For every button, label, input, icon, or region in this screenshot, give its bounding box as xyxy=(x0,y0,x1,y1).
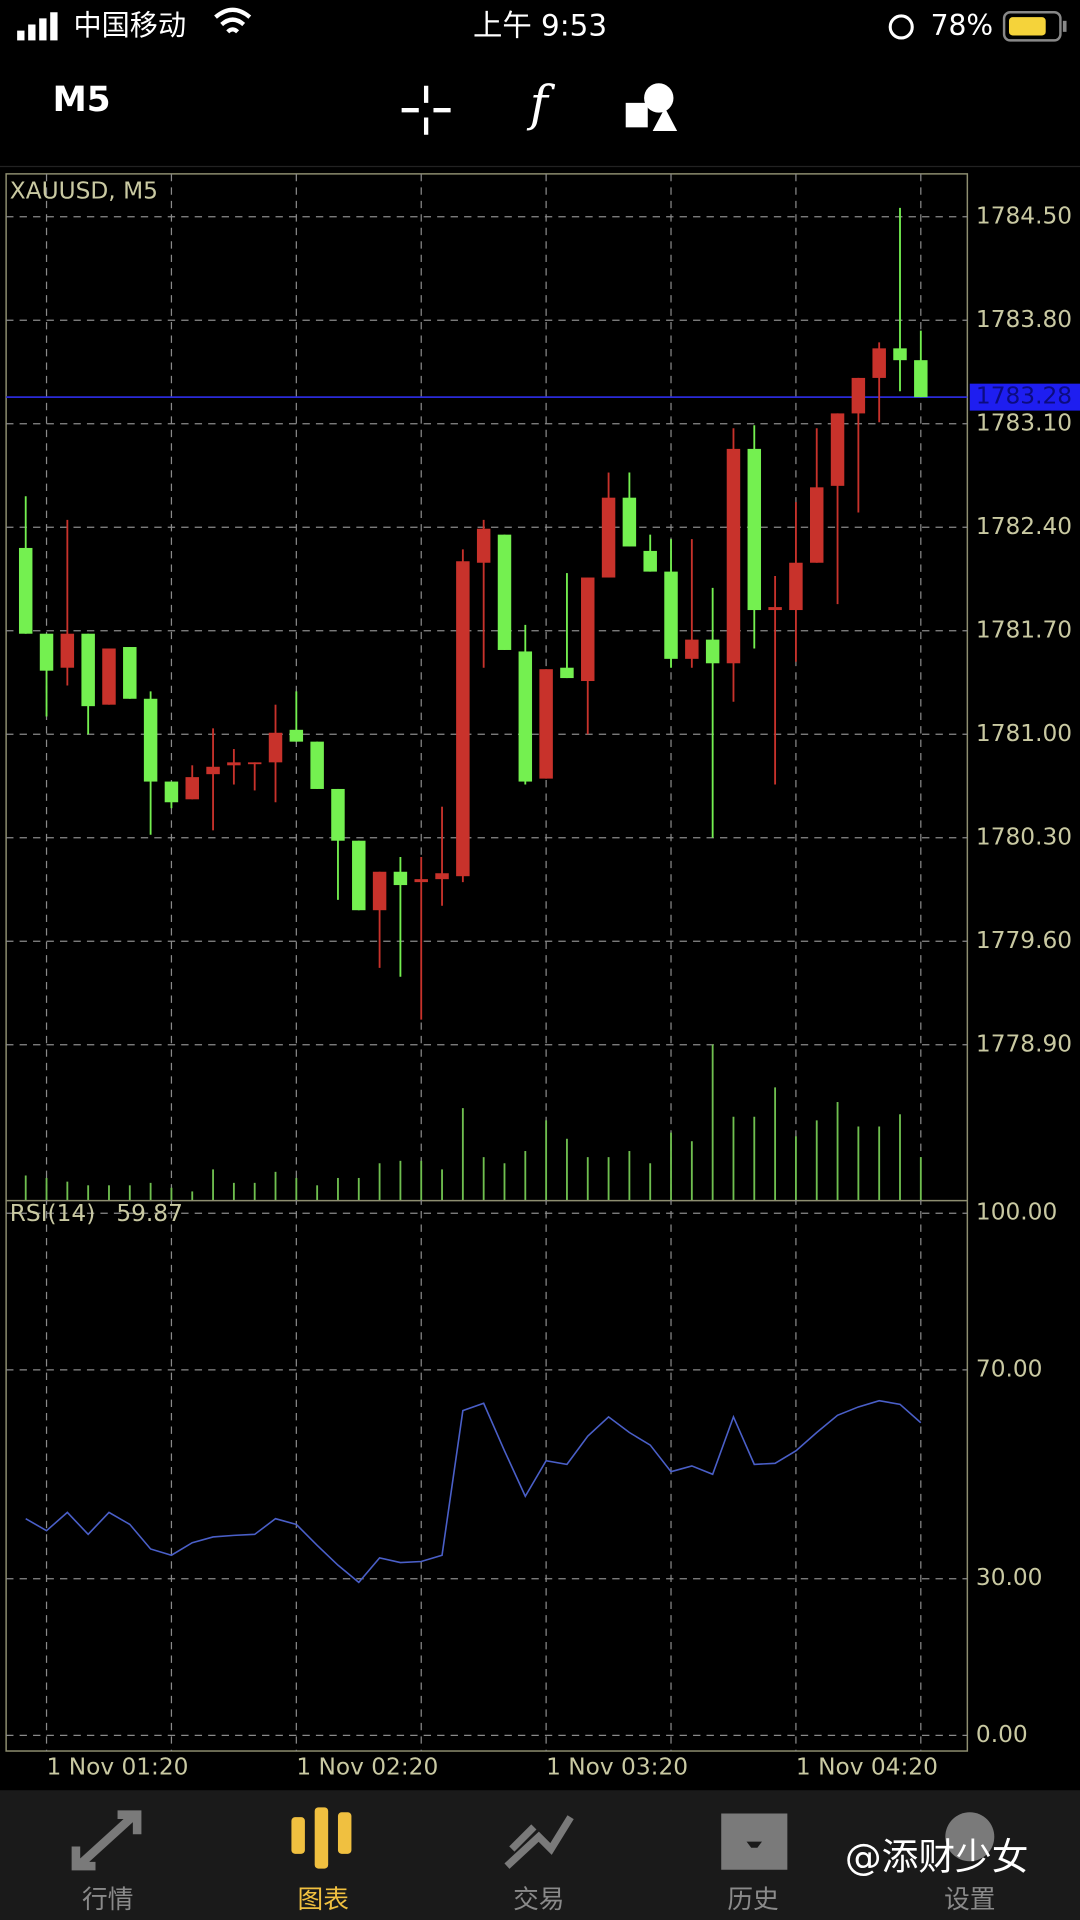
objects-button[interactable] xyxy=(625,83,678,132)
tab-icon-trade xyxy=(504,1815,574,1869)
tab-icon-quotes xyxy=(71,1810,142,1871)
rsi-tick-label: 0.00 xyxy=(976,1721,1028,1748)
candle-body xyxy=(414,879,428,883)
candle-body xyxy=(685,639,699,659)
candle-body xyxy=(227,762,241,766)
chart-frame xyxy=(5,173,969,1752)
crosshair-button[interactable] xyxy=(401,85,451,135)
candle-body xyxy=(518,651,533,782)
candle-body xyxy=(352,840,366,911)
y-tick-label: 1784.50 xyxy=(976,202,1072,229)
candle-body xyxy=(872,348,886,378)
candle-body xyxy=(247,762,262,765)
rsi-value: 59.87 xyxy=(116,1200,183,1227)
candle-body xyxy=(747,448,762,611)
candle-body xyxy=(893,348,907,361)
chart-title: XAUUSD, M5 xyxy=(10,178,158,205)
current-price-label: 1783.28 xyxy=(976,383,1072,410)
y-tick-label: 1781.00 xyxy=(976,720,1072,747)
candle-body xyxy=(560,667,574,679)
watermark: @添财少女 xyxy=(845,1835,1029,1878)
current-price-badge xyxy=(969,383,1080,411)
candle-body xyxy=(914,360,928,398)
tab-label[interactable]: 历史 xyxy=(727,1885,778,1915)
candle-body xyxy=(268,732,283,763)
candle-body xyxy=(643,550,657,572)
signal-icon xyxy=(17,12,58,41)
candle-body xyxy=(476,528,491,563)
tab-label[interactable]: 设置 xyxy=(944,1885,995,1915)
tab-label[interactable]: 交易 xyxy=(513,1885,564,1915)
candle-body xyxy=(664,571,678,659)
candle-body xyxy=(435,873,449,880)
rsi-tick-label: 70.00 xyxy=(976,1355,1043,1382)
rsi-line xyxy=(25,1399,922,1584)
candle-body xyxy=(456,561,470,877)
lock-icon xyxy=(888,14,914,40)
candle-body xyxy=(622,497,637,547)
candle-body xyxy=(60,633,75,668)
y-tick-label: 1783.80 xyxy=(976,306,1072,333)
tab-icon-history xyxy=(721,1813,788,1870)
candle-body xyxy=(581,577,595,682)
y-tick-label: 1778.90 xyxy=(976,1030,1072,1057)
candle-body xyxy=(81,633,95,707)
candle-body xyxy=(539,669,553,779)
tab-icon-settings xyxy=(945,1812,995,1862)
candle-body xyxy=(393,871,408,886)
candle-body xyxy=(830,413,845,486)
candle-body xyxy=(331,788,345,841)
timeframe[interactable]: M5 xyxy=(53,80,111,120)
y-tick-label: 1779.60 xyxy=(976,927,1072,954)
tab-label[interactable]: 行情 xyxy=(82,1885,133,1915)
rsi-name: RSI(14) xyxy=(10,1200,95,1227)
candle-body xyxy=(372,871,387,911)
rsi-tick-label: 100.00 xyxy=(976,1199,1057,1226)
candle-body xyxy=(289,729,304,742)
candle-body xyxy=(851,377,866,414)
candle-body xyxy=(206,766,220,775)
carrier: 中国移动 xyxy=(73,9,186,42)
candle-body xyxy=(164,781,179,803)
wifi-icon xyxy=(214,7,252,34)
tab-bar xyxy=(0,1790,1080,1920)
candle-body xyxy=(726,448,741,664)
battery-icon xyxy=(1002,11,1067,42)
y-tick-label: 1783.10 xyxy=(976,409,1072,436)
y-tick-label: 1780.30 xyxy=(976,823,1072,850)
tab-label[interactable]: 图表 xyxy=(298,1885,349,1915)
candle-body xyxy=(497,534,512,650)
x-tick-label: 1 Nov 04:20 xyxy=(796,1754,938,1781)
candle-body xyxy=(310,741,324,789)
rsi-tick-label: 30.00 xyxy=(976,1564,1043,1591)
clock: 上午 9:53 xyxy=(473,8,607,42)
x-tick-label: 1 Nov 01:20 xyxy=(47,1754,189,1781)
y-tick-label: 1781.70 xyxy=(976,616,1072,643)
candle-body xyxy=(601,497,616,578)
candle-body xyxy=(705,639,720,664)
candle-body xyxy=(789,562,803,611)
candle-body xyxy=(185,777,199,800)
candle-body xyxy=(102,648,116,705)
candle-body xyxy=(768,607,782,611)
candle-body xyxy=(123,647,137,699)
battery-text: 78% xyxy=(931,9,994,42)
candle-body xyxy=(18,547,33,634)
candle-body xyxy=(143,698,158,782)
tab-icon-chart xyxy=(291,1807,352,1869)
y-tick-label: 1782.40 xyxy=(976,513,1072,540)
x-tick-label: 1 Nov 03:20 xyxy=(546,1754,688,1781)
candle-body xyxy=(39,633,54,671)
candle-body xyxy=(810,487,824,563)
x-tick-label: 1 Nov 02:20 xyxy=(296,1754,438,1781)
